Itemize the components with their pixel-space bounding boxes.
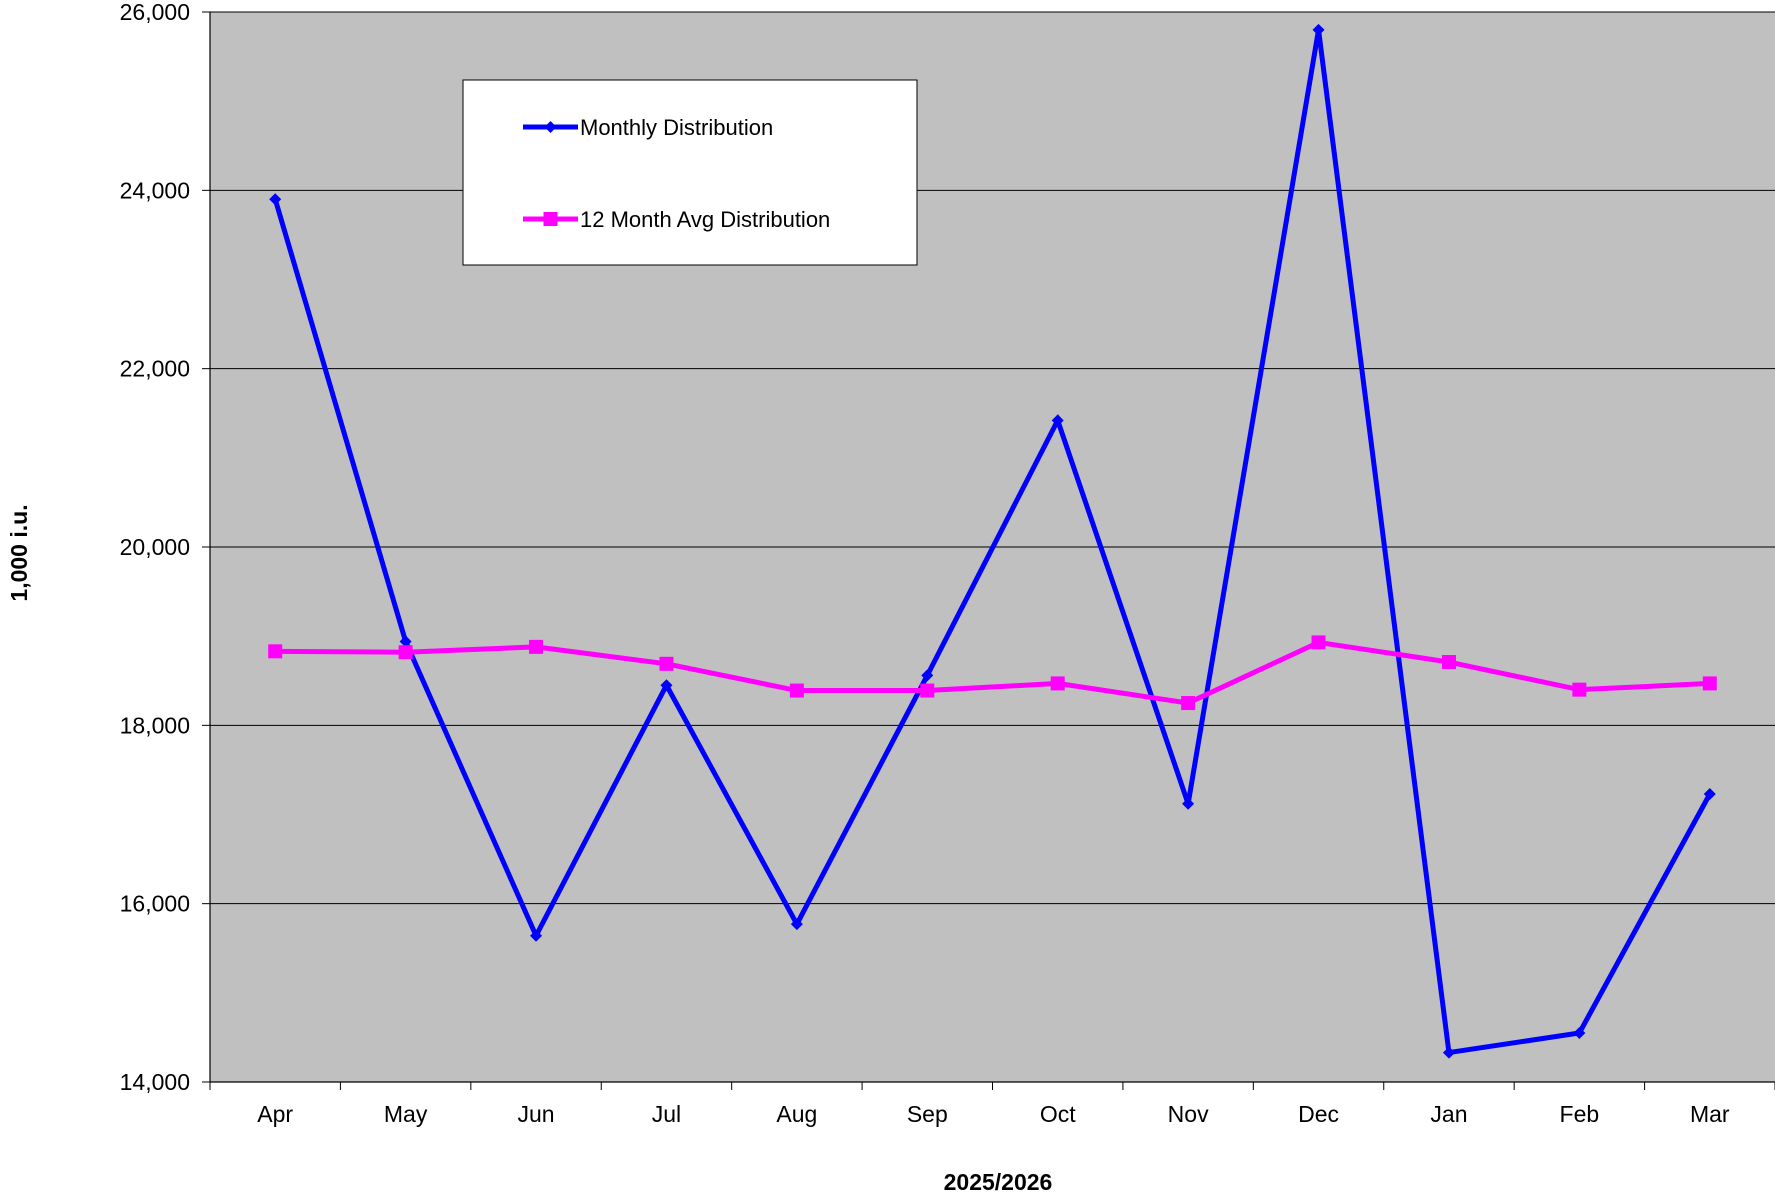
x-tick-label: Jan: [1430, 1101, 1467, 1127]
legend-marker: [543, 212, 558, 226]
data-point: [659, 656, 674, 671]
x-tick-label: Apr: [257, 1101, 293, 1127]
data-point: [790, 918, 803, 931]
data-point: [1311, 635, 1326, 650]
legend: Monthly Distribution 12 Month Avg Distrib…: [462, 79, 918, 266]
x-tick-label: Sep: [907, 1101, 948, 1127]
data-point: [789, 683, 804, 698]
data-point: [1703, 787, 1716, 800]
series-line: [275, 639, 1710, 706]
data-point: [398, 645, 413, 660]
x-tick-label: May: [384, 1101, 428, 1127]
series-12-month-avg-distribution: [268, 635, 1717, 711]
y-tick-label: 20,000: [120, 534, 190, 560]
y-tick-label: 14,000: [120, 1069, 190, 1095]
data-point: [399, 635, 412, 648]
data-point: [1051, 414, 1064, 427]
legend-marker: [544, 121, 557, 133]
legend-box: [462, 79, 918, 266]
data-point: [1312, 23, 1325, 36]
data-point: [529, 639, 544, 654]
x-tick-label: Oct: [1040, 1101, 1076, 1127]
y-tick-label: 18,000: [120, 712, 190, 738]
x-tick-label: Jul: [652, 1101, 681, 1127]
series-lines: [268, 23, 1717, 1059]
data-point: [1573, 1026, 1586, 1039]
y-axis-title: 1,000 i.u.: [6, 504, 32, 601]
data-point: [530, 929, 543, 942]
data-point: [268, 644, 283, 659]
x-tick-label: Feb: [1560, 1101, 1600, 1127]
data-point: [1702, 676, 1717, 691]
y-tick-label: 24,000: [120, 177, 190, 203]
x-tick-label: Dec: [1298, 1101, 1339, 1127]
legend-label: 12 Month Avg Distribution: [580, 207, 830, 232]
data-point: [1181, 696, 1196, 711]
y-tick-label: 16,000: [120, 891, 190, 917]
x-tick-label: Jun: [517, 1101, 554, 1127]
axes: 14,000 16,000 18,000 20,000 22,000 24,000 26,0…: [120, 0, 1775, 1127]
data-point: [1182, 797, 1195, 810]
x-axis-title: 2025/2026: [944, 1169, 1053, 1195]
legend-label: Monthly Distribution: [580, 115, 773, 140]
data-point: [1441, 655, 1456, 670]
data-point: [269, 193, 282, 206]
data-point: [1050, 676, 1065, 691]
series-line: [272, 29, 1712, 1056]
x-tick-label: Mar: [1690, 1101, 1730, 1127]
data-point: [1442, 1046, 1455, 1059]
data-point: [921, 669, 934, 682]
x-tick-label: Aug: [776, 1101, 817, 1127]
data-point: [660, 679, 673, 692]
y-tick-label: 26,000: [120, 0, 190, 25]
data-point: [1572, 682, 1587, 697]
y-tick-label: 22,000: [120, 356, 190, 382]
x-tick-label: Nov: [1168, 1101, 1209, 1127]
series-monthly-distribution: [269, 23, 1716, 1059]
data-point: [920, 683, 935, 698]
